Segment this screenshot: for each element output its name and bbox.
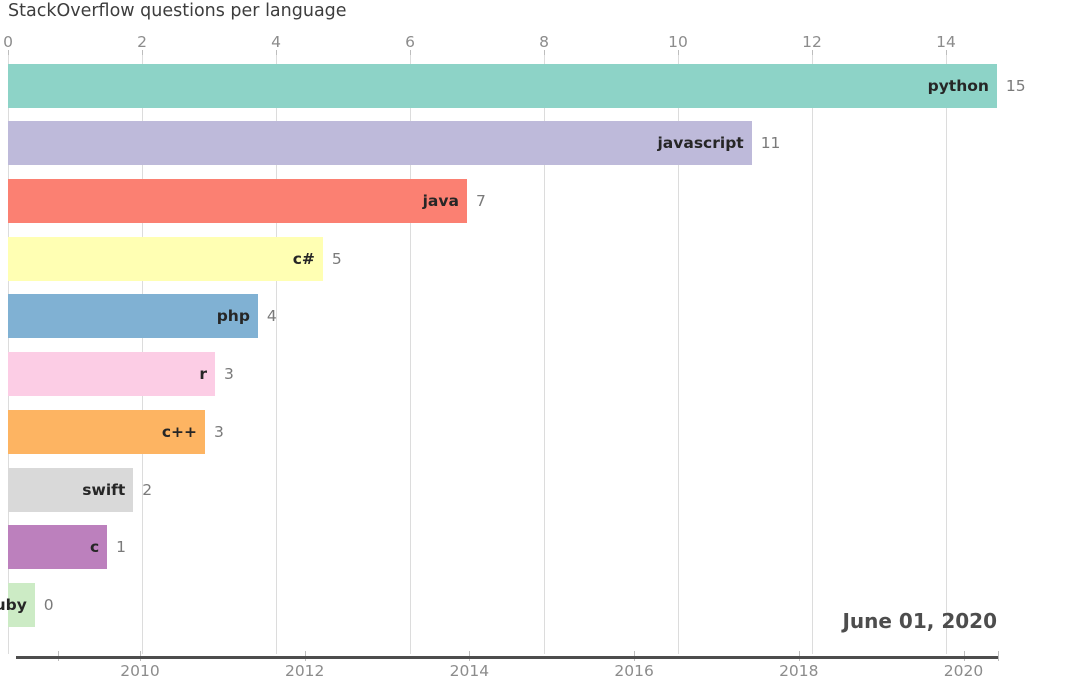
top-axis-tick-mark <box>946 50 947 57</box>
bar <box>8 294 258 339</box>
current-date-label: June 01, 2020 <box>842 609 997 633</box>
bar-value: 2 <box>142 480 153 499</box>
bar <box>8 467 134 512</box>
bottom-axis-tick-label: 2010 <box>120 662 160 680</box>
top-axis-tick-mark <box>276 50 277 57</box>
top-axis-tick-mark <box>142 50 143 57</box>
bar <box>8 178 467 223</box>
bar-label: r <box>199 365 208 384</box>
top-axis-tick-label: 12 <box>802 33 822 51</box>
bar <box>8 525 108 570</box>
gridline <box>678 55 679 654</box>
bar-value: 5 <box>331 249 342 268</box>
bottom-axis-tick-label: 2014 <box>449 662 490 680</box>
top-axis-tick-label: 14 <box>936 33 956 51</box>
top-axis-tick-label: 0 <box>3 33 13 51</box>
bar <box>8 236 323 281</box>
bar-value: 11 <box>760 134 781 153</box>
top-axis-tick-label: 8 <box>539 33 549 51</box>
bar-label: c++ <box>161 422 197 441</box>
bar-label: swift <box>82 480 126 499</box>
bar-label: java <box>422 191 459 210</box>
bottom-axis-tick-label: 2016 <box>614 662 654 680</box>
bar-label: python <box>927 76 989 95</box>
top-axis-tick-label: 2 <box>137 33 147 51</box>
top-axis-tick-mark <box>678 50 679 57</box>
gridline <box>946 55 947 654</box>
top-axis-tick-mark <box>544 50 545 57</box>
top-axis-tick-mark <box>410 50 411 57</box>
bar <box>8 121 752 166</box>
bar-label: c <box>89 538 100 557</box>
bottom-axis-tick-label: 2018 <box>779 662 819 680</box>
gridline <box>544 55 545 654</box>
bottom-axis-tick-label: 2012 <box>284 662 325 680</box>
bar <box>8 352 216 397</box>
top-axis-tick-label: 6 <box>405 33 415 51</box>
bar-value: 7 <box>475 191 486 210</box>
gridline <box>276 55 277 654</box>
bar-label: c# <box>292 249 315 268</box>
bottom-axis-line <box>16 656 999 659</box>
bottom-axis-tick-label: 2020 <box>943 662 984 680</box>
top-axis-tick-label: 10 <box>668 33 688 51</box>
bar-value: 0 <box>43 595 54 614</box>
bottom-axis-tick-mark <box>998 651 1000 661</box>
bar-value: 3 <box>224 365 234 384</box>
bar-label: php <box>216 307 250 326</box>
chart-title: StackOverflow questions per language <box>8 1 347 21</box>
bar <box>8 63 997 108</box>
top-axis-tick-mark <box>812 50 813 57</box>
gridline <box>410 55 411 654</box>
bar <box>8 409 205 454</box>
bar-value: 1 <box>116 538 127 557</box>
top-axis-tick-label: 4 <box>271 33 281 51</box>
bar-label: javascript <box>657 134 744 153</box>
bar-value: 4 <box>266 307 277 326</box>
bar-value: 3 <box>213 422 224 441</box>
bar-label: ruby <box>0 595 27 614</box>
top-axis-tick-mark <box>8 50 9 57</box>
bar <box>8 582 35 627</box>
gridline <box>812 55 813 654</box>
bar-value: 15 <box>1005 76 1026 95</box>
